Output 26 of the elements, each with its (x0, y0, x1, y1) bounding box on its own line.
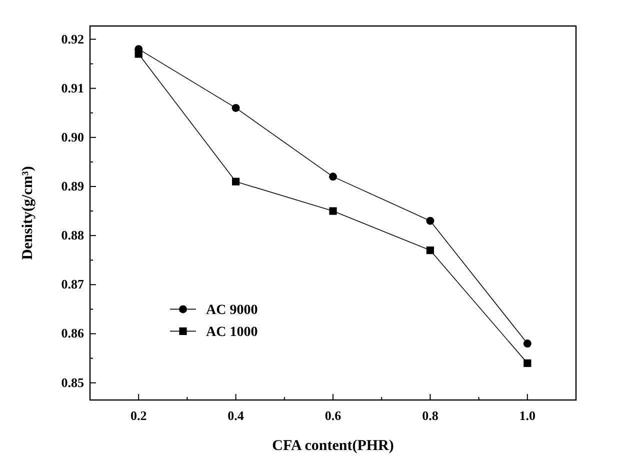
y-tick-label: 0.86 (61, 326, 84, 341)
point (426, 246, 434, 254)
x-tick-label: 0.4 (228, 408, 244, 423)
y-tick-label: 0.85 (61, 374, 84, 390)
point (329, 172, 337, 181)
legend-label: AC 9000 (206, 303, 258, 318)
y-axis-title: Density(g/cm³) (20, 166, 36, 260)
point (524, 359, 532, 367)
x-tick-label: 0.6 (324, 408, 342, 423)
x-axis-title: CFA content(PHR) (272, 438, 394, 454)
point (232, 178, 240, 186)
point (329, 207, 337, 215)
x-tick-label: 0.8 (422, 408, 439, 423)
y-tick-label: 0.92 (61, 31, 84, 46)
y-tick-label: 0.91 (61, 80, 84, 96)
point (426, 216, 434, 225)
y-tick-label: 0.89 (61, 178, 84, 194)
y-tick-label: 0.87 (61, 276, 84, 292)
legend-label: AC 1000 (206, 325, 258, 340)
x-tick-label: 1.0 (519, 408, 536, 423)
point (134, 50, 142, 58)
y-tick-label: 0.90 (61, 129, 84, 144)
y-tick-label: 0.88 (61, 228, 84, 243)
point (523, 340, 532, 348)
x-tick-label: 0.2 (130, 408, 147, 423)
point (232, 104, 240, 112)
